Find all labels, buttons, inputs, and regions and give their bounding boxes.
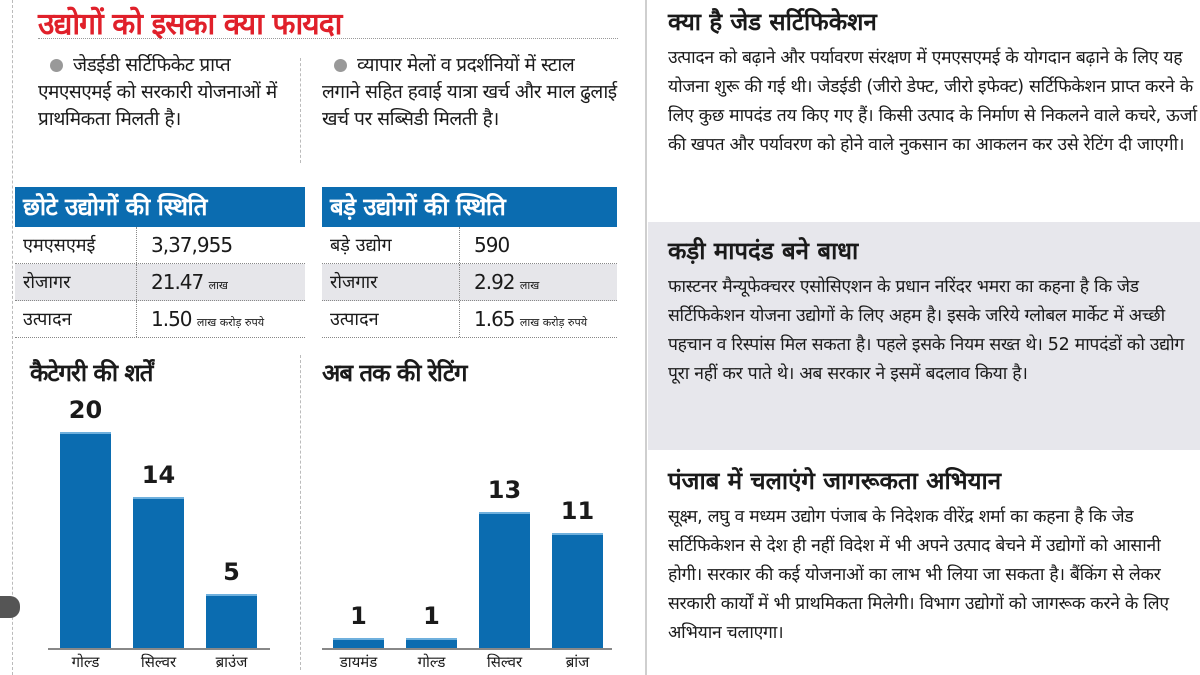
- divider: [300, 58, 301, 163]
- large-industries-table: बड़े उद्योगों की स्थिति बड़े उद्योग 590 र…: [322, 187, 617, 338]
- left-border: [12, 0, 13, 675]
- benefit-item: जेडईडी सर्टिफिकेट प्राप्त एमएसएमई को सरक…: [38, 54, 277, 130]
- data-label: 14: [141, 460, 176, 489]
- column-divider: [645, 0, 647, 675]
- bar: [552, 532, 603, 648]
- data-label: 13: [487, 475, 522, 504]
- data-label: 5: [223, 558, 240, 586]
- category-label: डायमंड: [339, 653, 378, 671]
- table-title: बड़े उद्योगों की स्थिति: [322, 187, 617, 227]
- divider: [300, 355, 301, 670]
- section-body: उत्पादन को बढ़ाने और पर्यावरण संरक्षण मे…: [668, 48, 1197, 155]
- bullet-icon: [334, 59, 347, 72]
- category-label: गोल्ड: [417, 653, 446, 671]
- data-label: 20: [68, 396, 103, 424]
- table-row: बड़े उद्योग 590: [322, 227, 617, 264]
- table-title: छोटे उद्योगों की स्थिति: [15, 187, 305, 227]
- section-heading: कड़ी मापदंड बने बाधा: [668, 237, 859, 265]
- bar: [333, 637, 384, 648]
- category-label: ब्राउंज: [215, 653, 248, 671]
- bar: [406, 637, 457, 648]
- highlight-box: [648, 222, 1200, 450]
- x-axis: [322, 648, 612, 650]
- benefit-item: व्यापार मेलों व प्रदर्शनियों में स्टाल ल…: [322, 54, 617, 130]
- x-axis: [48, 648, 270, 650]
- section-body: सूक्ष्म, लघु व मध्यम उद्योग पंजाब के निद…: [668, 507, 1169, 643]
- chart-title: कैटेगरी की शर्तें: [30, 359, 153, 387]
- data-label: 1: [423, 601, 440, 630]
- bar: [60, 432, 111, 648]
- table-row: उत्पादन 1.65 लाख करोड़ रुपये: [322, 301, 617, 338]
- data-label: 11: [560, 496, 595, 525]
- table-row: उत्पादन 1.50 लाख करोड़ रुपये: [15, 301, 305, 338]
- category-label: सिल्वर: [486, 653, 523, 671]
- table-row: रोजगार 2.92 लाख: [322, 264, 617, 301]
- chart-title: अब तक की रेटिंग: [322, 359, 468, 387]
- category-label: ब्रांज: [565, 653, 590, 671]
- pointer-hand-icon: [0, 596, 20, 618]
- small-industries-table: छोटे उद्योगों की स्थिति एमएसएमई 3,37,955 …: [15, 187, 305, 338]
- section-heading: पंजाब में चलाएंगे जागरूकता अभियान: [668, 467, 1002, 495]
- section-body: फास्टनर मैन्यूफेक्चरर एसोसिएशन के प्रधान…: [668, 277, 1184, 384]
- bar: [133, 496, 184, 648]
- category-label: गोल्ड: [71, 653, 100, 671]
- table-row: एमएसएमई 3,37,955: [15, 227, 305, 264]
- bar: [479, 511, 530, 648]
- table-row: रोजागर 21.47 लाख: [15, 264, 305, 301]
- page-title: उद्योगों को इसका क्या फायदा: [38, 7, 342, 42]
- data-label: 1: [350, 601, 367, 630]
- bar: [206, 594, 257, 648]
- bullet-icon: [50, 59, 63, 72]
- title-rule: [38, 38, 618, 39]
- section-heading: क्या है जेड सर्टिफिकेशन: [668, 8, 877, 36]
- category-label: सिल्वर: [140, 653, 177, 671]
